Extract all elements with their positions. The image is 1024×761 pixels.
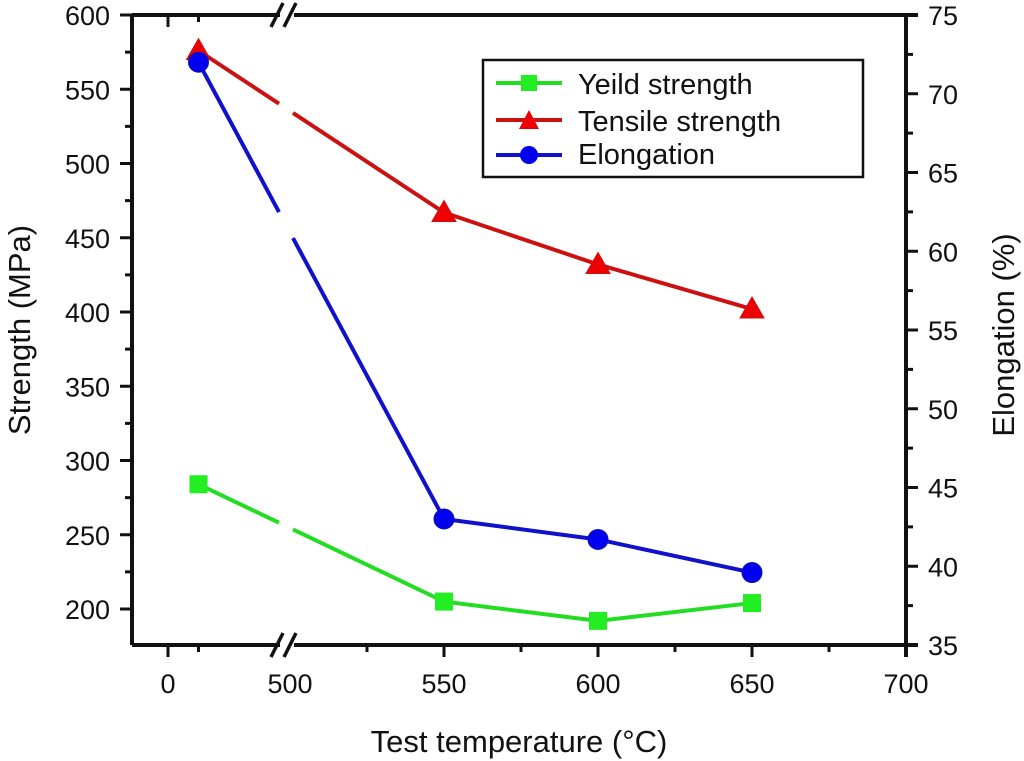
y-tick-label: 400 bbox=[65, 298, 110, 328]
legend-item-yield: Yeild strength bbox=[496, 69, 753, 101]
x-tick-label: 0 bbox=[160, 669, 175, 699]
y-tick-label: 300 bbox=[65, 447, 110, 477]
y-tick-label: 550 bbox=[65, 75, 110, 105]
series-line-segment bbox=[196, 61, 281, 213]
y-tick-label: 200 bbox=[65, 595, 110, 625]
legend-marker-circle bbox=[520, 146, 538, 164]
legend-label-yield: Yeild strength bbox=[578, 69, 753, 101]
series-layer bbox=[185, 37, 765, 630]
axis-break-mark bbox=[282, 632, 298, 658]
y2-tick-label: 50 bbox=[928, 395, 958, 425]
series-line-segment bbox=[291, 111, 446, 215]
data-point-circle bbox=[188, 51, 209, 73]
series-line-segment bbox=[443, 517, 599, 542]
y-tick-label: 500 bbox=[65, 150, 110, 180]
series-line-segment bbox=[597, 537, 753, 575]
legend-marker-triangle bbox=[519, 110, 539, 129]
series-line-segment bbox=[197, 482, 280, 525]
data-point-square bbox=[189, 475, 208, 494]
y-tick-label: 250 bbox=[65, 521, 110, 551]
x-tick-label: 600 bbox=[575, 669, 620, 699]
series-line-segment bbox=[291, 237, 446, 520]
data-point-circle bbox=[433, 508, 455, 530]
series-line-segment bbox=[197, 48, 281, 106]
data-point-triangle bbox=[739, 296, 765, 319]
y2-tick-label: 40 bbox=[928, 552, 958, 582]
y2-tick-label: 45 bbox=[928, 474, 958, 504]
series-line-segment bbox=[597, 601, 753, 623]
y2-tick-label: 75 bbox=[928, 1, 958, 31]
legend-marker-square bbox=[521, 75, 537, 91]
data-point-triangle bbox=[431, 199, 457, 223]
axis-break-mark bbox=[269, 2, 285, 28]
y2-tick-label: 65 bbox=[928, 159, 958, 189]
x-tick-label: 500 bbox=[267, 669, 312, 699]
series-tensile-strength bbox=[185, 37, 765, 319]
axis-break-mark bbox=[282, 2, 298, 28]
legend-label-tensile: Tensile strength bbox=[578, 106, 781, 138]
series-line-segment bbox=[597, 262, 753, 311]
y2-tick-label: 35 bbox=[928, 631, 958, 661]
data-point-square bbox=[435, 592, 453, 611]
data-point-square bbox=[743, 594, 761, 613]
legend-item-elongation: Elongation bbox=[496, 139, 715, 171]
y-axis-title: Strength (MPa) bbox=[2, 225, 37, 435]
ticks-layer: 200 250 300 350 400 450 500 550 600 35 40 45 50 55 60 6… bbox=[65, 1, 958, 699]
x-tick-label: 550 bbox=[421, 669, 466, 699]
x-tick-label: 700 bbox=[883, 669, 928, 699]
y2-tick-label: 55 bbox=[928, 316, 958, 346]
series-elongation bbox=[188, 51, 763, 584]
data-point-circle bbox=[587, 528, 609, 550]
data-point-circle bbox=[741, 562, 763, 584]
series-line-segment bbox=[443, 599, 599, 623]
data-point-triangle bbox=[585, 251, 611, 274]
plot-frame bbox=[130, 2, 918, 658]
y2-tick-label: 60 bbox=[928, 237, 958, 267]
x-axis-title: Test temperature (°C) bbox=[371, 724, 668, 759]
data-point-square bbox=[589, 611, 607, 630]
y-tick-label: 600 bbox=[65, 1, 110, 31]
y-tick-label: 350 bbox=[65, 372, 110, 402]
x-tick-label: 650 bbox=[729, 669, 774, 699]
series-yeild-strength bbox=[189, 475, 761, 630]
legend: Yeild strength Tensile strength Elongati… bbox=[481, 58, 865, 179]
y-tick-label: 450 bbox=[65, 224, 110, 254]
axis-break-mark bbox=[269, 632, 285, 658]
legend-label-elongation: Elongation bbox=[578, 139, 715, 171]
y2-axis-title: Elongation (%) bbox=[986, 233, 1021, 436]
series-line-segment bbox=[292, 527, 445, 604]
y2-tick-label: 70 bbox=[928, 80, 958, 110]
series-line-segment bbox=[443, 210, 599, 267]
legend-item-tensile: Tensile strength bbox=[496, 106, 781, 138]
